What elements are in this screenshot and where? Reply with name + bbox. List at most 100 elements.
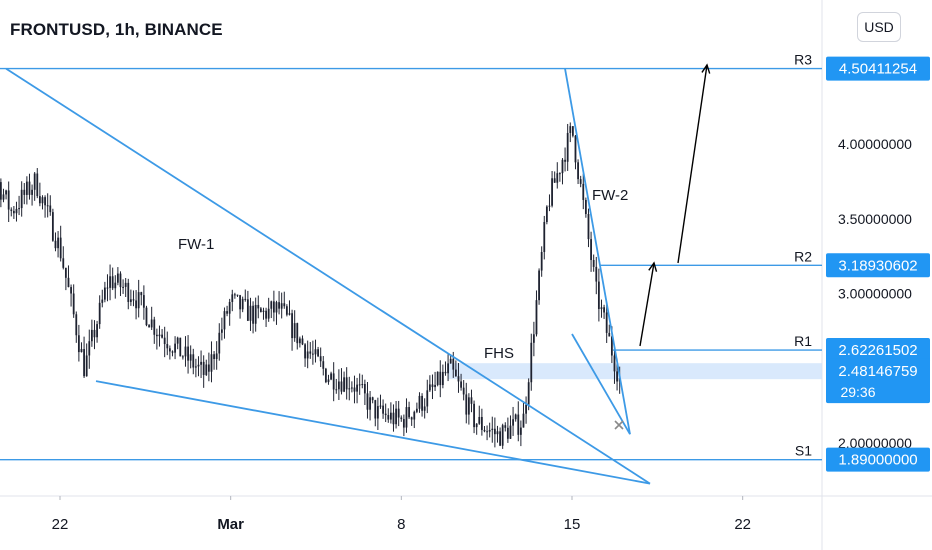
price-tick-label: 2.00000000 <box>838 435 912 451</box>
level-price-label: 4.50411254 <box>839 61 917 78</box>
candle-body <box>142 295 145 308</box>
candle-body <box>457 376 460 382</box>
candle-body <box>18 208 20 210</box>
candle-body <box>467 397 470 415</box>
candle-body <box>311 353 314 355</box>
candle-body <box>447 363 449 374</box>
candle-body <box>28 181 31 195</box>
level-price-label: 2.62261502 <box>838 342 917 359</box>
candle-body <box>423 406 426 411</box>
candle-body <box>54 240 57 249</box>
candle-body <box>613 355 616 372</box>
candle-body <box>31 189 33 195</box>
candle-body <box>241 298 244 310</box>
candle-body <box>64 267 67 278</box>
candle-body <box>551 178 553 206</box>
time-tick-label: 22 <box>734 516 751 533</box>
candle-body <box>519 427 522 435</box>
candle-body <box>382 405 384 414</box>
fw1-upper-trendline[interactable] <box>5 67 651 485</box>
candle-body <box>179 337 182 357</box>
candle-body <box>2 194 5 200</box>
chart-title: FRONTUSD, 1h, BINANCE <box>10 20 223 39</box>
candle-body <box>158 334 161 337</box>
candle-body <box>410 417 413 420</box>
candle-body <box>148 325 150 328</box>
fw2-upper-trendline[interactable] <box>564 68 631 435</box>
candle-body <box>285 306 288 315</box>
arrow-to-r2 <box>639 262 655 347</box>
price-tick-label: 3.50000000 <box>838 211 912 227</box>
candle-body <box>361 384 364 386</box>
time-tick-label: 22 <box>52 516 69 533</box>
candle-body <box>475 423 478 428</box>
candle-body <box>111 276 114 289</box>
candle-body <box>10 209 13 211</box>
level-name-r2: R2 <box>794 248 812 264</box>
candle-body <box>543 221 546 253</box>
candle-body <box>122 286 124 288</box>
candle-body <box>57 237 59 249</box>
candle-body <box>488 429 491 432</box>
fw1-lower-trendline[interactable] <box>95 380 651 485</box>
currency-button[interactable]: USD <box>857 12 901 42</box>
fw2-lower-trendline[interactable] <box>571 333 631 435</box>
candle-body <box>262 310 265 312</box>
current-price-label: 2.48146759 <box>838 363 917 380</box>
candle-body <box>83 349 85 377</box>
candle-body <box>449 358 452 364</box>
candle-body <box>197 364 200 367</box>
candle-body <box>155 334 158 337</box>
candle-body <box>366 393 369 410</box>
candle-body <box>49 205 52 213</box>
candle-body <box>577 162 579 180</box>
candle-body <box>174 343 176 353</box>
candle-body <box>452 358 455 370</box>
candle-body <box>259 308 262 312</box>
candle-body <box>460 381 462 388</box>
candle-body <box>184 346 187 357</box>
candle-body <box>418 395 421 409</box>
candle-body <box>514 414 517 420</box>
candle-body <box>267 308 270 319</box>
candle-body <box>72 293 75 315</box>
candle-body <box>101 299 104 303</box>
candle-body <box>324 368 327 383</box>
candle-body <box>431 384 434 388</box>
candle-body <box>384 413 387 416</box>
candles <box>0 122 621 449</box>
level-name-r3: R3 <box>794 52 812 68</box>
candle-body <box>0 182 2 200</box>
candle-body <box>379 405 382 407</box>
candle-body <box>161 334 163 338</box>
candle-body <box>187 346 189 361</box>
candle-body <box>291 313 293 339</box>
candle-body <box>535 300 538 335</box>
candle-body <box>233 294 236 296</box>
candle-body <box>605 312 608 333</box>
candle-body <box>88 341 91 356</box>
candle-body <box>330 373 332 380</box>
candle-body <box>327 379 330 383</box>
candle-body <box>213 354 215 359</box>
candle-body <box>166 344 169 349</box>
time-tick-label: 8 <box>397 516 405 533</box>
candle-body <box>512 419 514 426</box>
candle-body <box>150 319 153 328</box>
candle-body <box>590 239 592 261</box>
candle-body <box>304 344 306 359</box>
candle-body <box>220 329 223 333</box>
candle-body <box>236 294 239 296</box>
candle-body <box>579 179 582 184</box>
candle-body <box>202 361 205 375</box>
candle-body <box>293 323 296 339</box>
candle-body <box>93 329 96 338</box>
candle-body <box>77 335 80 353</box>
candle-body <box>363 384 366 394</box>
candle-body <box>415 408 418 412</box>
candle-body <box>70 287 72 294</box>
candle-body <box>371 397 374 401</box>
price-tick-label: 3.00000000 <box>838 286 912 302</box>
candle-body <box>595 266 598 282</box>
